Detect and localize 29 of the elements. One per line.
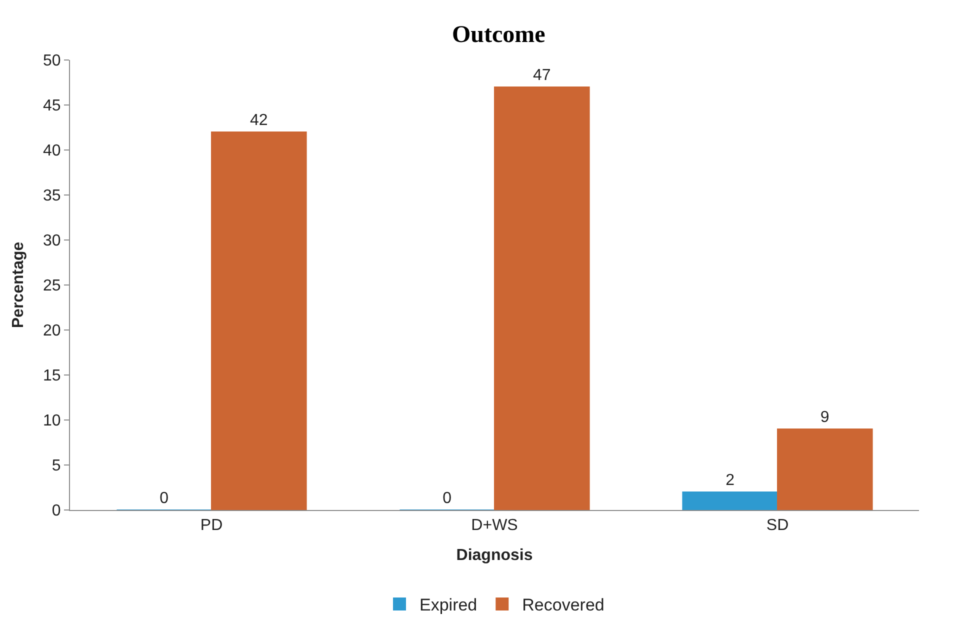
data-label: 2	[726, 472, 735, 489]
y-tick-label: 0	[52, 502, 61, 520]
legend-label: Recovered	[522, 596, 604, 615]
y-tick-label: 35	[43, 188, 61, 205]
y-tick-label: 20	[43, 322, 61, 340]
chart-title: Outcome	[452, 22, 546, 48]
y-tick-label: 25	[43, 278, 61, 295]
x-tick-label: PD	[200, 517, 223, 534]
y-tick-label: 30	[43, 232, 61, 250]
legend-label: Expired	[420, 596, 478, 615]
x-tick-label: SD	[766, 517, 789, 534]
data-label: 42	[250, 112, 268, 129]
x-tick-label: D+WS	[471, 517, 518, 534]
y-tick-label: 50	[43, 52, 61, 70]
data-label: 0	[442, 490, 452, 507]
bar	[777, 428, 873, 510]
y-tick-label: 15	[43, 368, 61, 385]
data-label: 9	[820, 409, 830, 426]
y-tick-label: 40	[43, 142, 61, 160]
y-tick-label: 45	[43, 98, 61, 115]
bar	[682, 492, 778, 510]
y-tick-label: 10	[43, 412, 61, 430]
bar	[494, 86, 590, 510]
y-tick-label: 5	[52, 458, 61, 475]
data-label: 0	[160, 490, 169, 507]
bar	[211, 132, 307, 510]
y-axis-title: Percentage	[10, 242, 27, 328]
data-label: 47	[532, 67, 551, 84]
x-axis-title: Diagnosis	[456, 546, 533, 564]
